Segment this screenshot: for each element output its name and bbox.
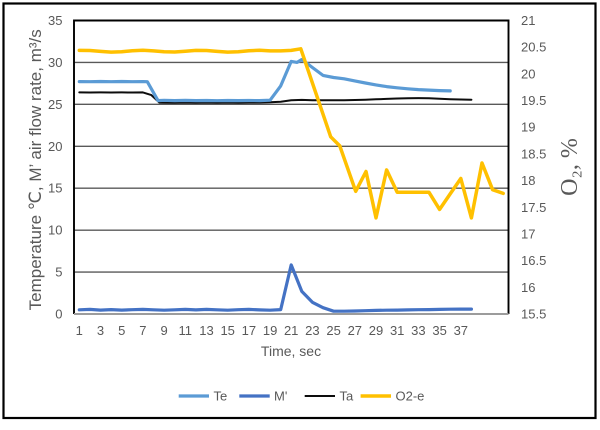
svg-text:Ta: Ta [340, 389, 355, 404]
svg-text:O₂, %: O₂, % [557, 138, 583, 196]
svg-text:9: 9 [160, 323, 167, 338]
svg-text:3: 3 [97, 323, 104, 338]
svg-text:17.5: 17.5 [521, 200, 546, 215]
svg-text:Time, sec: Time, sec [261, 343, 321, 359]
svg-text:7: 7 [139, 323, 146, 338]
svg-text:19.5: 19.5 [521, 93, 546, 108]
svg-text:M': M' [274, 389, 287, 404]
svg-text:5: 5 [118, 323, 125, 338]
svg-text:33: 33 [411, 323, 425, 338]
svg-text:Temperature ℃, M’ air flow rat: Temperature ℃, M’ air flow rate, m³/s [26, 29, 45, 310]
svg-text:30: 30 [48, 55, 62, 70]
svg-text:15: 15 [220, 323, 234, 338]
svg-text:O2-e: O2-e [396, 389, 425, 404]
svg-text:11: 11 [179, 323, 193, 338]
svg-text:16: 16 [521, 280, 535, 295]
svg-text:31: 31 [390, 323, 404, 338]
svg-text:35: 35 [432, 323, 446, 338]
svg-text:17: 17 [242, 323, 256, 338]
svg-text:27: 27 [348, 323, 362, 338]
svg-text:10: 10 [48, 223, 62, 238]
svg-text:19: 19 [263, 323, 277, 338]
svg-text:19: 19 [521, 120, 535, 135]
svg-text:29: 29 [369, 323, 383, 338]
svg-text:21: 21 [521, 13, 535, 28]
svg-text:15: 15 [48, 181, 62, 196]
svg-text:20.5: 20.5 [521, 40, 546, 55]
svg-text:18.5: 18.5 [521, 146, 546, 161]
svg-text:18: 18 [521, 173, 535, 188]
svg-text:15.5: 15.5 [521, 307, 546, 322]
svg-text:25: 25 [48, 97, 62, 112]
svg-text:37: 37 [454, 323, 468, 338]
svg-text:1: 1 [76, 323, 83, 338]
svg-text:0: 0 [55, 307, 62, 322]
svg-text:25: 25 [326, 323, 340, 338]
svg-text:35: 35 [48, 13, 62, 28]
svg-text:13: 13 [199, 323, 213, 338]
svg-text:20: 20 [48, 139, 62, 154]
svg-text:17: 17 [521, 227, 535, 242]
svg-text:23: 23 [305, 323, 319, 338]
svg-text:21: 21 [284, 323, 298, 338]
svg-text:16.5: 16.5 [521, 253, 546, 268]
svg-text:20: 20 [521, 66, 535, 81]
svg-text:Te: Te [214, 389, 228, 404]
svg-text:5: 5 [55, 265, 62, 280]
